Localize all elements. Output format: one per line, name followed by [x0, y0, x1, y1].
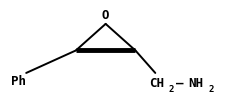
- Text: 2: 2: [168, 85, 173, 94]
- Text: O: O: [102, 9, 109, 22]
- Text: CH: CH: [148, 77, 164, 90]
- Text: NH: NH: [188, 77, 202, 90]
- Text: —: —: [175, 77, 183, 90]
- Text: Ph: Ph: [11, 75, 26, 88]
- Text: 2: 2: [207, 85, 213, 94]
